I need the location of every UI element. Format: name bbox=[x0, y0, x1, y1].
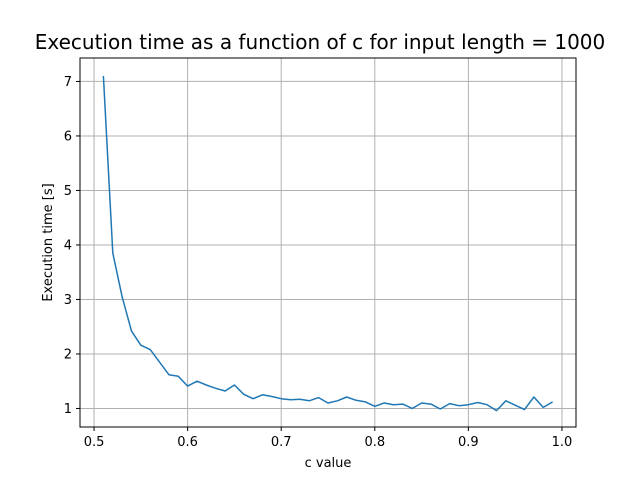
x-tick-label: 0.5 bbox=[84, 435, 105, 450]
y-tick-label: 5 bbox=[64, 184, 72, 199]
series-layer bbox=[102, 75, 553, 412]
chart-title: Execution time as a function of c for in… bbox=[35, 30, 606, 54]
y-tick-label: 1 bbox=[64, 402, 72, 417]
y-tick-label: 6 bbox=[64, 129, 72, 144]
series-line bbox=[102, 75, 553, 412]
y-tick-label: 4 bbox=[64, 238, 72, 253]
y-axis-label: Execution time [s] bbox=[41, 183, 56, 301]
x-tick-label: 1.0 bbox=[552, 435, 573, 450]
x-tick-label: 0.9 bbox=[458, 435, 479, 450]
plot-frame bbox=[79, 57, 577, 428]
ticks: 0.5 0.6 0.7 0.8 0.9 1.0 1 2 3 4 5 6 7 bbox=[64, 75, 573, 450]
y-tick-label: 7 bbox=[64, 75, 72, 90]
x-tick-label: 0.6 bbox=[177, 435, 198, 450]
grid bbox=[80, 58, 576, 427]
x-tick-label: 0.8 bbox=[364, 435, 385, 450]
x-tick-label: 0.7 bbox=[271, 435, 292, 450]
y-tick-label: 3 bbox=[64, 293, 72, 308]
y-tick-label: 2 bbox=[64, 347, 72, 362]
x-axis-label: c value bbox=[305, 456, 352, 471]
